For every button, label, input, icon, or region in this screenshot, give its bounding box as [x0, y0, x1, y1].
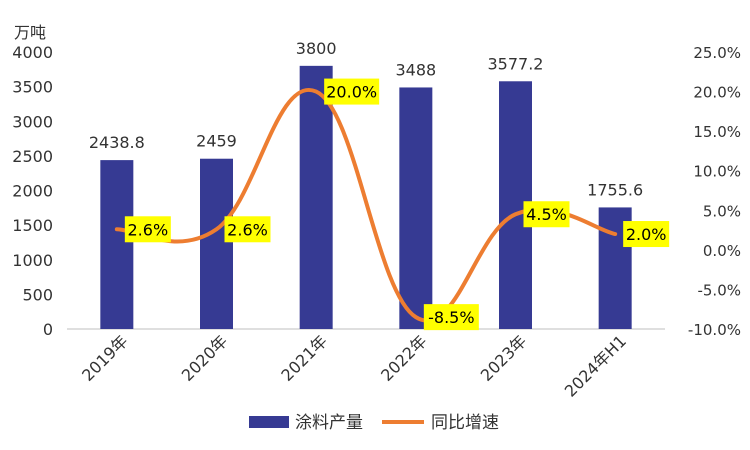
- left-tick-label: 1500: [12, 216, 53, 235]
- line-value-label: 2.6%: [128, 220, 169, 239]
- bar-value-label: 2459: [196, 132, 237, 151]
- growth-line: [114, 87, 618, 323]
- left-tick-label: 1000: [12, 251, 53, 270]
- line-label-background: [623, 221, 670, 248]
- bar: [399, 87, 433, 330]
- bar-value-label: 2438.8: [89, 133, 145, 152]
- legend: 涂料产量 同比增速: [249, 413, 499, 433]
- left-tick-label: 500: [22, 285, 53, 304]
- right-tick-label: -5.0%: [697, 281, 741, 299]
- right-tick-label: 25.0%: [693, 44, 741, 62]
- line-value-label: 4.5%: [526, 205, 567, 224]
- left-axis-unit-label: 万吨: [14, 23, 46, 42]
- left-tick-label: 0: [43, 320, 53, 339]
- line-value-labels: 2.6% 2.6% 20.0% -8.5% 4.5% 2.0%: [124, 78, 670, 331]
- left-tick-label: 2000: [12, 182, 53, 201]
- left-tick-label: 4000: [12, 43, 53, 62]
- line-label-background: [124, 216, 171, 243]
- right-tick-label: -10.0%: [688, 321, 741, 339]
- line-series: [114, 87, 618, 323]
- line-label-background: [423, 304, 479, 331]
- left-tick-label: 3500: [12, 78, 53, 97]
- bar-series: [100, 65, 632, 330]
- bar: [100, 160, 134, 329]
- legend-bar-label: 涂料产量: [295, 413, 363, 433]
- right-tick-label: 20.0%: [693, 84, 741, 102]
- left-axis-tick-labels: 0 500 1000 1500 2000 2500 3000 3500 4000: [12, 43, 53, 339]
- bar: [299, 65, 333, 329]
- line-label-background: [224, 216, 271, 243]
- bar-value-labels: 2438.8 2459 3800 3488 3577.2 1755.6: [89, 39, 643, 200]
- line-value-label: 20.0%: [326, 83, 377, 102]
- line-value-label: -8.5%: [428, 308, 474, 327]
- line-value-label: 2.6%: [227, 220, 268, 239]
- bar-value-label: 3577.2: [488, 54, 544, 73]
- legend-line-label: 同比增速: [431, 413, 499, 433]
- bar: [200, 158, 233, 329]
- bar-value-label: 3488: [395, 60, 436, 79]
- right-tick-label: 10.0%: [693, 163, 741, 181]
- bar-value-label: 1755.6: [587, 180, 643, 199]
- line-value-label: 2.0%: [626, 225, 667, 244]
- right-tick-label: 5.0%: [703, 202, 741, 220]
- line-label-background: [324, 78, 380, 105]
- right-tick-label: 0.0%: [703, 242, 741, 260]
- line-label-background: [523, 201, 570, 228]
- right-tick-label: 15.0%: [693, 123, 741, 141]
- legend-bar-swatch: [249, 416, 289, 428]
- left-tick-label: 2500: [12, 147, 53, 166]
- left-tick-label: 3000: [12, 112, 53, 131]
- bar-value-label: 3800: [296, 39, 337, 58]
- right-axis-tick-labels: -10.0% -5.0% 0.0% 5.0% 10.0% 15.0% 20.0% 25.0%: [688, 44, 741, 339]
